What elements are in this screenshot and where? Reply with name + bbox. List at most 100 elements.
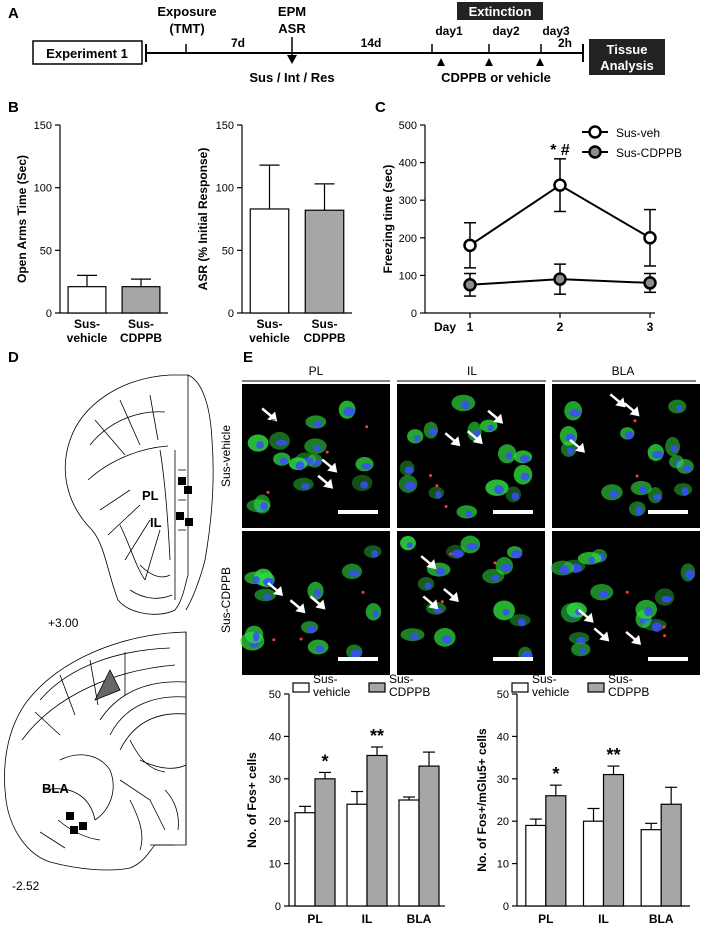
dapi-nucleus [360, 481, 369, 489]
panel-letter-a: A [8, 5, 19, 22]
dapi-nucleus [451, 549, 464, 559]
pointer-arrowhead-icon [575, 442, 586, 453]
dapi-nucleus [569, 408, 581, 417]
y-tick-label: 200 [399, 233, 417, 245]
y-tick-label: 0 [228, 308, 234, 320]
x-tick-label: CDPPB [120, 331, 162, 345]
dapi-nucleus [635, 505, 643, 516]
bar [525, 824, 547, 907]
y-tick-label: 0 [275, 901, 281, 913]
chart-c: 0 100 200 300 400 500 1 2 3 Day Sus-veh Sus-CDPPB * … [381, 120, 682, 334]
mglu5-signal [444, 505, 448, 509]
interval-7d: 7d [231, 36, 245, 50]
x-tick-label: vehicle [249, 331, 290, 345]
y-tick-label: 100 [34, 183, 52, 195]
bar [660, 803, 682, 907]
x-tick-label: PL [538, 912, 553, 926]
significance-annotation: * # [550, 142, 570, 159]
pointer-arrowhead-icon [323, 478, 334, 489]
dapi-nucleus [350, 649, 362, 659]
column-label-pl: PL [309, 364, 324, 378]
dapi-nucleus [567, 447, 575, 456]
dapi-nucleus [609, 490, 619, 499]
y-tick-label: 300 [399, 195, 417, 207]
dapi-nucleus [559, 565, 570, 575]
dapi-nucleus [404, 466, 414, 475]
pointer-arrowhead-icon [273, 586, 284, 597]
dapi-nucleus [424, 582, 432, 590]
exposure-label: Exposure [157, 4, 216, 19]
scale-bar [338, 657, 378, 661]
y-tick-label: 30 [497, 774, 509, 786]
y-tick-label: 500 [399, 120, 417, 132]
dapi-nucleus [348, 570, 360, 577]
legend-swatch [587, 682, 605, 693]
dapi-nucleus [404, 481, 416, 491]
epm-label: EPM [278, 4, 306, 19]
y-axis-title: ASR (% Initial Response) [196, 148, 210, 291]
y-tick-label: 100 [399, 270, 417, 282]
data-point [643, 231, 657, 245]
x-tick-label: Sus- [128, 317, 154, 331]
dapi-nucleus [682, 465, 692, 472]
hippocampus [99, 681, 187, 751]
significance-mark: * [321, 751, 328, 771]
coronal-section-bottom [4, 631, 187, 871]
x-tick-label: 2 [557, 320, 564, 334]
y-tick-label: 20 [497, 816, 509, 828]
dapi-nucleus [651, 450, 664, 459]
dapi-nucleus [410, 632, 419, 641]
x-tick-label: 1 [467, 320, 474, 334]
mglu5-signal [449, 552, 453, 556]
mglu5-signal [435, 484, 439, 488]
bar [545, 795, 567, 907]
dapi-nucleus [651, 622, 662, 632]
bar [314, 778, 336, 907]
bar [640, 829, 662, 907]
experiment-label: Experiment 1 [46, 46, 128, 61]
significance-mark: ** [606, 745, 620, 765]
sample-site-marker [184, 486, 192, 494]
dapi-nucleus [644, 606, 653, 617]
dapi-nucleus [252, 631, 260, 642]
dapi-nucleus [661, 595, 672, 603]
day1-label: day1 [435, 24, 463, 38]
tissue-box [589, 39, 665, 75]
mglu5-signal [272, 638, 276, 642]
pointer-arrowhead-icon [583, 612, 594, 623]
x-tick-label: CDPPB [303, 331, 345, 345]
treatment-label: CDPPB or vehicle [441, 70, 551, 85]
dapi-nucleus [307, 625, 316, 634]
legend-swatch [511, 682, 529, 693]
dapi-nucleus [406, 542, 414, 549]
x-tick-label: BLA [407, 912, 432, 926]
dapi-nucleus [252, 576, 261, 584]
data-point [463, 278, 477, 292]
bar [346, 803, 368, 907]
pointer-arrowhead-icon [448, 591, 459, 602]
y-tick-label: 50 [40, 245, 52, 257]
dapi-nucleus [511, 549, 523, 559]
y-axis-title: Freezing time (sec) [381, 165, 395, 274]
micrograph-panel: PL IL BLA Sus-vehicle Sus-CDPPB DAPI Fos… [219, 364, 700, 675]
x-tick-label: Sus- [311, 317, 337, 331]
dapi-nucleus [343, 406, 356, 417]
dapi-nucleus [624, 431, 634, 440]
y-tick-label: 50 [269, 689, 281, 701]
legend-label: vehicle [532, 685, 570, 699]
mglu5-signal [625, 590, 629, 594]
scale-bar [648, 510, 688, 514]
y-axis-title: No. of Fos+/mGlu5+ cells [475, 728, 489, 872]
dapi-nucleus [653, 493, 662, 501]
dapi-nucleus [279, 457, 288, 465]
dapi-nucleus [256, 441, 265, 449]
stain-label-fos: Fos [244, 405, 263, 417]
dapi-nucleus [313, 444, 322, 452]
timeline-panel: Experiment 1 Exposure (TMT) 7d EPM ASR 1… [32, 2, 665, 85]
data-point [463, 238, 477, 253]
mglu5-signal [662, 625, 666, 629]
legend-marker [588, 145, 602, 159]
